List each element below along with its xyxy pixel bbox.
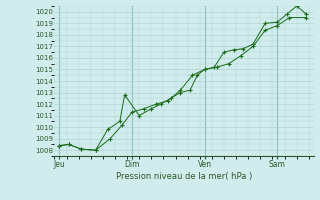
X-axis label: Pression niveau de la mer( hPa ): Pression niveau de la mer( hPa ) bbox=[116, 172, 252, 181]
